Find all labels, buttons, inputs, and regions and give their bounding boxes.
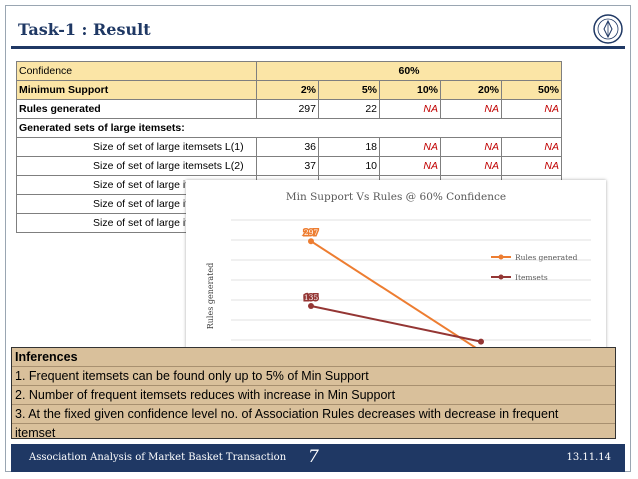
min-support-cell: 20% bbox=[440, 80, 502, 100]
rules-row: Rules generated 297 22 NA NA NA bbox=[16, 99, 562, 119]
data-label: 297 bbox=[304, 228, 319, 237]
institute-logo-icon bbox=[593, 14, 623, 44]
confidence-label: Confidence bbox=[16, 61, 257, 81]
generated-label: Generated sets of large itemsets: bbox=[16, 118, 562, 138]
legend: Rules generated Itemsets bbox=[491, 253, 578, 282]
row-cell: NA bbox=[440, 156, 502, 176]
table-row: Size of set of large itemsets L(1) 36 18… bbox=[16, 137, 562, 157]
inferences-box: Inferences 1. Frequent itemsets can be f… bbox=[11, 347, 616, 440]
chart-title: Min Support Vs Rules @ 60% Confidence bbox=[286, 191, 506, 203]
inference-item: 1. Frequent itemsets can be found only u… bbox=[12, 367, 615, 386]
rules-label: Rules generated bbox=[16, 99, 257, 119]
min-support-label: Minimum Support bbox=[16, 80, 257, 100]
rules-cell: 22 bbox=[318, 99, 380, 119]
legend-marker bbox=[498, 254, 504, 260]
min-support-cell: 10% bbox=[379, 80, 441, 100]
series-line-1 bbox=[310, 305, 482, 343]
row-cell: 37 bbox=[256, 156, 319, 176]
inferences-heading: Inferences bbox=[12, 348, 615, 367]
generated-row: Generated sets of large itemsets: bbox=[16, 118, 562, 138]
page-number: 7 bbox=[308, 447, 319, 467]
series-line-0 bbox=[310, 240, 482, 353]
rules-cell: 297 bbox=[256, 99, 319, 119]
row-cell: 18 bbox=[318, 137, 380, 157]
row-label: Size of set of large itemsets L(2) bbox=[16, 156, 257, 176]
title-rule bbox=[11, 46, 625, 49]
row-cell: 36 bbox=[256, 137, 319, 157]
data-point bbox=[308, 238, 314, 245]
inference-item: 3. At the fixed given confidence level n… bbox=[12, 405, 615, 424]
slide-title: Task-1 : Result bbox=[18, 20, 151, 39]
confidence-value: 60% bbox=[256, 61, 562, 81]
data-point bbox=[308, 303, 314, 309]
row-cell: NA bbox=[501, 137, 562, 157]
data-label: 135 bbox=[304, 293, 319, 302]
legend-marker bbox=[498, 274, 504, 280]
gridlines bbox=[231, 219, 591, 341]
inference-item: 2. Number of frequent itemsets reduces w… bbox=[12, 386, 615, 405]
row-label: Size of set of large itemsets L(1) bbox=[16, 137, 257, 157]
legend-rules-label: Rules generated bbox=[515, 253, 578, 262]
chart-svg: Min Support Vs Rules @ 60% Confidence Ru… bbox=[206, 191, 591, 355]
footer-text: Association Analysis of Market Basket Tr… bbox=[29, 452, 287, 463]
row-cell: NA bbox=[379, 156, 441, 176]
results-table: Confidence 60% Minimum Support 2% 5% 10%… bbox=[16, 61, 562, 233]
data-point bbox=[478, 338, 484, 345]
row-cell: NA bbox=[379, 137, 441, 157]
series-layer: 297 135 bbox=[302, 227, 484, 355]
min-support-row: Minimum Support 2% 5% 10% 20% 50% bbox=[16, 80, 562, 100]
min-support-cell: 5% bbox=[318, 80, 380, 100]
footer-bar: Association Analysis of Market Basket Tr… bbox=[11, 444, 625, 472]
row-cell: 10 bbox=[318, 156, 380, 176]
rules-cell: NA bbox=[440, 99, 502, 119]
legend-itemsets-label: Itemsets bbox=[515, 273, 548, 282]
confidence-row: Confidence 60% bbox=[16, 61, 562, 81]
min-support-cell: 2% bbox=[256, 80, 319, 100]
footer-date: 13.11.14 bbox=[566, 452, 611, 463]
rules-cell: NA bbox=[379, 99, 441, 119]
rules-cell: NA bbox=[501, 99, 562, 119]
inference-item: itemset bbox=[15, 426, 56, 440]
row-cell: NA bbox=[501, 156, 562, 176]
y-axis-label: Rules generated bbox=[206, 263, 215, 330]
table-row: Size of set of large itemsets L(2) 37 10… bbox=[16, 156, 562, 176]
min-support-cell: 50% bbox=[501, 80, 562, 100]
row-cell: NA bbox=[440, 137, 502, 157]
